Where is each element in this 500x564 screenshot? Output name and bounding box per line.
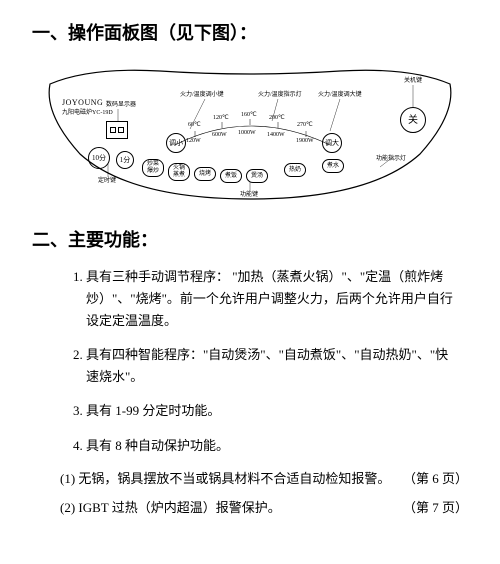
- func-renai[interactable]: 热奶: [284, 163, 306, 177]
- sub2-num: (2): [60, 500, 75, 515]
- sub-item-2: (2) IGBT 过热（炉内超温）报警保护。 （第 7 页）: [60, 498, 468, 518]
- watt-1900: 1900W: [296, 137, 314, 146]
- func-zhufan[interactable]: 煮饭: [220, 169, 242, 183]
- timer-annot: 定时键: [98, 177, 116, 186]
- sub1-num: (1): [60, 471, 75, 486]
- tempdown-annot: 火力/温度调小键: [180, 91, 224, 100]
- sub-item-1: (1) 无锅，锅具摆放不当或锅具材料不合适自动检知报警。 （第 6 页）: [60, 469, 468, 489]
- watt-1400: 1400W: [267, 131, 285, 140]
- sub2-text: IGBT 过热（炉内超温）报警保护。: [78, 500, 280, 515]
- templight-annot: 火力/温度指示灯: [258, 91, 302, 100]
- func-zhushui[interactable]: 煮水: [322, 159, 344, 173]
- offkey-annot: 关机键: [404, 77, 422, 86]
- temp-200: 200℃: [269, 114, 285, 123]
- display-annot: 数码显示器: [106, 101, 136, 110]
- func-annot: 功能键: [240, 191, 258, 200]
- sub1-page: （第 6 页）: [403, 469, 468, 489]
- timer-1-button[interactable]: 1分: [116, 151, 134, 169]
- feature-item-2: 具有四种智能程序："自动煲汤"、"自动煮饭"、"自动热奶"、"快速烧水"。: [86, 344, 468, 388]
- temp-120: 120℃: [213, 114, 229, 123]
- digit-display: [106, 121, 128, 139]
- func-shaokao[interactable]: 烧烤: [194, 167, 216, 181]
- func-chaocai[interactable]: 炒菜 爆炒: [142, 159, 164, 177]
- func-baotang[interactable]: 煲汤: [246, 169, 268, 183]
- temp-160: 160℃: [241, 111, 257, 120]
- feature-item-3: 具有 1-99 分定时功能。: [86, 400, 468, 422]
- feature-item-1: 具有三种手动调节程序： "加热（蒸煮火锅）"、"定温（煎炸烤炒）"、"烧烤"。前…: [86, 266, 468, 332]
- up-button[interactable]: 调大: [322, 133, 342, 153]
- modelight-annot: 功能指示灯: [376, 155, 406, 164]
- watt-600: 600W: [212, 131, 227, 140]
- protection-sublist: (1) 无锅，锅具摆放不当或锅具材料不合适自动检知报警。 （第 6 页） (2)…: [32, 469, 468, 518]
- temp-270: 270℃: [297, 121, 313, 130]
- model-label: 九阳电磁炉YC-19D: [62, 109, 113, 118]
- off-button[interactable]: 关: [400, 107, 426, 133]
- temp-60: 60℃: [188, 121, 201, 130]
- sub2-page: （第 7 页）: [403, 498, 468, 518]
- watt-120: 120W: [186, 137, 201, 146]
- brand-label: JOYOUNG: [62, 97, 103, 109]
- sub1-text: 无锅，锅具摆放不当或锅具材料不合适自动检知报警。: [78, 471, 390, 486]
- main-feature-list: 具有三种手动调节程序： "加热（蒸煮火锅）"、"定温（煎炸烤炒）"、"烧烤"。前…: [32, 266, 468, 457]
- control-panel-diagram: JOYOUNG 九阳电磁炉YC-19D 数码显示器 火力/温度调小键 火力/温度…: [40, 59, 460, 209]
- func-huoguo[interactable]: 火锅 蒸煮: [168, 163, 190, 181]
- watt-1000: 1000W: [238, 129, 256, 138]
- timer-10-button[interactable]: 10分: [88, 147, 110, 169]
- down-button[interactable]: 调小: [166, 133, 186, 153]
- feature-item-4: 具有 8 种自动保护功能。: [86, 435, 468, 457]
- section2-heading: 二、主要功能：: [32, 227, 468, 254]
- section1-heading: 一、操作面板图（见下图）：: [32, 20, 468, 47]
- tempup-annot: 火力/温度调大键: [318, 91, 362, 100]
